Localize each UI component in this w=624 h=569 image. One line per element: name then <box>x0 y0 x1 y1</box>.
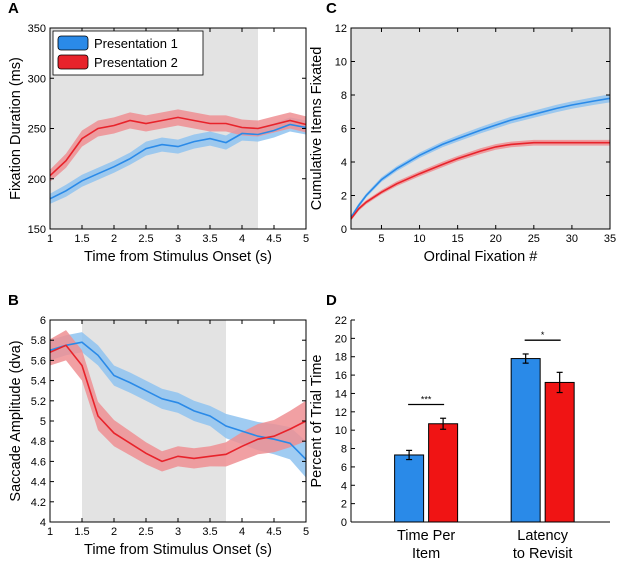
y-tick-label: 10 <box>335 57 347 69</box>
significance-stars: * <box>541 330 545 340</box>
y-tick-label: 4.4 <box>31 477 46 489</box>
x-tick-label: 2.5 <box>138 526 153 538</box>
x-tick-label: 4 <box>239 233 245 245</box>
y-tick-label: 5.4 <box>31 376 46 388</box>
y-tick-label: 5.6 <box>31 355 46 367</box>
x-tick-label: 4 <box>239 526 245 538</box>
series-line-2 <box>49 344 307 463</box>
significance-stars: *** <box>421 394 432 404</box>
series-line-1 <box>49 123 307 200</box>
y-tick-label: 150 <box>28 224 46 236</box>
panel-a: A 1 1.5 2 2.5 3 3.5 4 4.5 5 150 200 250 300 350 Present… <box>8 0 309 265</box>
x-axis-title: Time from Stimulus Onset (s) <box>84 542 272 558</box>
panel-d: D 0 2 4 6 8 10 12 14 16 18 20 22 *** Time Per Item * Late… <box>309 292 610 562</box>
series-line-2 <box>350 141 610 220</box>
panel-letter: A <box>8 0 19 17</box>
x-tick-label: 3 <box>175 233 181 245</box>
y-tick-label: 10 <box>335 425 347 437</box>
x-tick-label: 1.5 <box>74 233 89 245</box>
y-axis-title: Cumulative Items Fixated <box>309 47 325 211</box>
y-tick-label: 6 <box>341 124 347 136</box>
error-band-1 <box>50 117 306 204</box>
y-tick-label: 8 <box>341 90 347 102</box>
x-axis-title: Time from Stimulus Onset (s) <box>84 249 272 265</box>
x-tick-label: 2 <box>111 233 117 245</box>
category-label-2: Latency <box>517 528 569 544</box>
y-tick-label: 2 <box>341 191 347 203</box>
category-label-2: to Revisit <box>513 546 573 562</box>
y-tick-label: 4 <box>341 157 347 169</box>
x-tick-label: 15 <box>452 233 464 245</box>
bar-1-1 <box>394 454 425 523</box>
panel-letter: D <box>326 292 337 309</box>
y-tick-label: 20 <box>335 333 347 345</box>
x-tick-label: 5 <box>303 233 309 245</box>
x-tick-label: 25 <box>528 233 540 245</box>
y-tick-label: 250 <box>28 124 46 136</box>
series-line-1 <box>49 341 307 460</box>
x-tick-label: 5 <box>378 233 384 245</box>
legend-swatch-2 <box>57 54 89 70</box>
category-label-1: Item <box>412 546 440 562</box>
y-tick-label: 4.2 <box>31 497 46 509</box>
error-band-2 <box>50 330 306 472</box>
y-tick-label: 6 <box>341 462 347 474</box>
y-tick-label: 22 <box>335 315 347 327</box>
x-axis-title: Ordinal Fixation # <box>424 249 538 265</box>
y-tick-label: 14 <box>335 388 347 400</box>
y-tick-label: 5 <box>40 416 46 428</box>
y-axis-title: Saccade Amplitude (dva) <box>8 340 24 501</box>
x-tick-label: 20 <box>490 233 502 245</box>
x-tick-label: 5 <box>303 526 309 538</box>
x-tick-label: 10 <box>413 233 425 245</box>
y-tick-label: 0 <box>341 224 347 236</box>
x-tick-label: 2.5 <box>138 233 153 245</box>
y-tick-label: 18 <box>335 352 347 364</box>
series-line-1 <box>350 97 611 218</box>
category-label-1: Time Per <box>397 528 455 544</box>
y-axis-title: Fixation Duration (ms) <box>8 57 24 200</box>
panel-b: B 1 1.5 2 2.5 3 3.5 4 4.5 5 4 4.2 4.4 4.6 4.8 5 5.2 5.4 5.… <box>8 292 309 558</box>
legend-swatch-1 <box>57 35 89 51</box>
y-tick-label: 4.6 <box>31 456 46 468</box>
panel-letter: B <box>8 292 19 309</box>
y-tick-label: 300 <box>28 73 46 85</box>
y-tick-label: 16 <box>335 370 347 382</box>
x-tick-label: 1 <box>47 233 53 245</box>
x-tick-label: 1.5 <box>74 526 89 538</box>
y-tick-label: 4.8 <box>31 436 46 448</box>
x-tick-label: 3 <box>175 526 181 538</box>
x-tick-label: 2 <box>111 526 117 538</box>
y-tick-label: 2 <box>341 499 347 511</box>
panel-c: C 5 10 15 20 25 30 35 0 2 4 6 8 10 12 Ordinal Fixation … <box>309 0 616 265</box>
y-tick-label: 8 <box>341 444 347 456</box>
y-tick-label: 350 <box>28 23 46 35</box>
bar-2-1 <box>510 358 541 523</box>
y-tick-label: 4 <box>341 480 347 492</box>
y-tick-label: 0 <box>341 517 347 529</box>
y-tick-label: 12 <box>335 407 347 419</box>
y-tick-label: 200 <box>28 174 46 186</box>
y-tick-label: 4 <box>40 517 46 529</box>
x-tick-label: 3.5 <box>202 233 217 245</box>
x-tick-label: 35 <box>604 233 616 245</box>
y-axis-title: Percent of Trial Time <box>309 355 325 488</box>
x-tick-label: 30 <box>566 233 578 245</box>
x-tick-label: 3.5 <box>202 526 217 538</box>
series-line-2 <box>49 116 307 177</box>
y-tick-label: 12 <box>335 23 347 35</box>
bar-1-2 <box>428 423 459 523</box>
y-tick-label: 5.8 <box>31 335 46 347</box>
legend-label-2: Presentation 2 <box>94 55 178 70</box>
x-tick-label: 4.5 <box>266 526 281 538</box>
panel-letter: C <box>326 0 337 17</box>
x-tick-label: 4.5 <box>266 233 281 245</box>
bar-2-2 <box>544 381 575 523</box>
y-tick-label: 5.2 <box>31 396 46 408</box>
y-tick-label: 6 <box>40 315 46 327</box>
legend-label-1: Presentation 1 <box>94 36 178 51</box>
x-tick-label: 1 <box>47 526 53 538</box>
